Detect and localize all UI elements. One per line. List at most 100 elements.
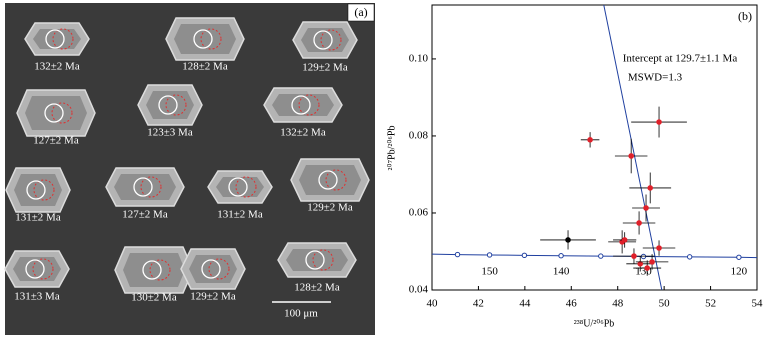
y-axis-label: ²⁰⁷Pb/²⁰⁶Pb — [386, 126, 397, 171]
plot-frame — [431, 4, 758, 291]
spot-ring — [325, 169, 347, 191]
concordia-age: 140 — [553, 266, 570, 278]
discordia-line — [603, 4, 663, 291]
crystal-zone — [123, 253, 185, 287]
data-point — [631, 253, 637, 259]
concordia-marker — [454, 251, 461, 258]
x-tick-label: 42 — [473, 298, 484, 310]
spot — [26, 180, 46, 200]
x-tick-label: 50 — [659, 298, 671, 310]
concordia-marker — [521, 252, 528, 259]
y-tick-label: 0.06 — [409, 207, 429, 219]
spot — [25, 259, 45, 279]
y-tick-label: 0.10 — [409, 52, 429, 64]
crystal-zone — [189, 255, 237, 283]
data-point — [587, 136, 593, 143]
spot-ring — [200, 28, 222, 50]
concordia-marker — [686, 254, 693, 260]
concordia-marker — [558, 253, 564, 259]
data-point — [636, 220, 642, 226]
spot-ring — [235, 176, 257, 198]
spot — [142, 260, 162, 280]
x-tick-label: 44 — [519, 298, 531, 310]
age-label: 123±3 Ma — [147, 127, 193, 139]
x-tick-label: 52 — [705, 298, 716, 310]
x-tick-label: 48 — [612, 298, 624, 310]
data-point — [649, 259, 655, 265]
age-label: 128±2 Ma — [294, 282, 340, 294]
spot-ring — [140, 176, 162, 198]
concordia-marker — [598, 253, 604, 259]
age-label: 131±2 Ma — [15, 212, 61, 224]
spot — [133, 177, 153, 197]
concordia-line — [431, 253, 758, 259]
spot — [201, 259, 221, 279]
x-tick-label: 54 — [752, 298, 764, 310]
spot-ring — [165, 94, 187, 116]
spot-ring — [52, 28, 74, 50]
spot-ring — [33, 179, 55, 201]
crystal-zone — [14, 174, 62, 206]
spot — [318, 170, 338, 190]
concordia-marker — [736, 254, 742, 260]
crystal-zone — [33, 29, 81, 49]
concordia-age: 150 — [481, 266, 498, 278]
scale-bar-label: 100 μm — [284, 308, 318, 320]
crystal-zone — [286, 249, 348, 271]
spot-ring — [298, 94, 320, 116]
spot — [291, 95, 311, 115]
data-point — [565, 237, 571, 243]
age-label: 131±2 Ma — [217, 209, 263, 221]
concordia-age: 120 — [731, 266, 748, 278]
crystal-zone — [25, 96, 87, 130]
spot-ring — [320, 29, 342, 51]
y-tick-label: 0.04 — [409, 284, 429, 296]
crystal-zone — [216, 177, 264, 197]
crystal-zone — [174, 24, 236, 54]
age-label: 129±2 Ma — [190, 291, 236, 303]
age-label: 129±2 Ma — [307, 202, 353, 214]
x-axis-label: ²³⁸U/²⁰⁶Pb — [574, 318, 615, 329]
concordia-marker — [486, 252, 493, 258]
crystal-zone — [114, 174, 176, 200]
data-point — [628, 153, 634, 159]
age-label: 131±3 Ma — [14, 291, 60, 303]
panel-label: (a) — [354, 5, 367, 19]
spot-ring — [312, 249, 334, 271]
age-label: 130±2 Ma — [131, 292, 177, 304]
age-label: 132±2 Ma — [34, 61, 80, 73]
spot-ring — [32, 258, 54, 280]
data-point — [656, 245, 662, 251]
spot — [228, 177, 248, 197]
spot — [45, 29, 65, 49]
crystal-zone — [299, 165, 361, 195]
spot-ring — [149, 259, 171, 281]
crystal-zone — [146, 91, 194, 119]
data-point — [621, 237, 628, 243]
x-tick-label: 46 — [566, 298, 578, 310]
spot — [193, 29, 213, 49]
label-box — [347, 3, 375, 22]
spot — [313, 30, 333, 50]
data-point — [644, 265, 650, 271]
age-label: 132±2 Ma — [280, 127, 326, 139]
data-point — [643, 205, 649, 211]
x-tick-label: 40 — [427, 298, 439, 310]
data-point — [656, 119, 662, 125]
age-label: 129±2 Ma — [302, 62, 348, 74]
crystal-zone — [272, 94, 334, 116]
spot-ring — [208, 258, 230, 280]
spot — [158, 95, 178, 115]
spot-ring — [51, 102, 73, 124]
age-label: 127±2 Ma — [33, 135, 79, 147]
annotation: MSWD=1.3 — [628, 72, 683, 84]
panel-label: (b) — [738, 9, 752, 23]
crystal-zone — [301, 28, 349, 52]
data-point — [647, 185, 654, 191]
age-label: 127±2 Ma — [122, 209, 168, 221]
spot — [44, 103, 64, 123]
age-label: 128±2 Ma — [182, 61, 228, 73]
crystal-zone — [13, 257, 61, 281]
